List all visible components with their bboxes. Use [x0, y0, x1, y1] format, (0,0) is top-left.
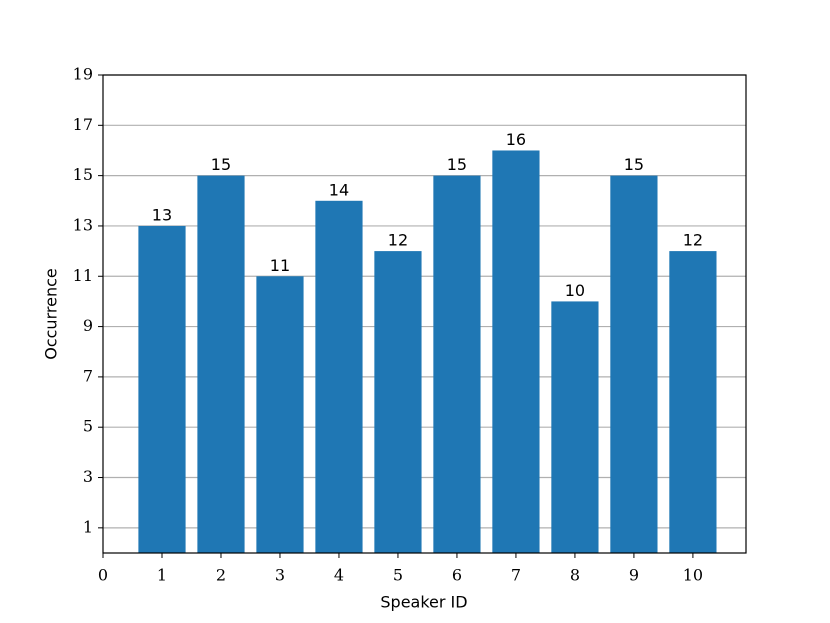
y-tick-label: 17 [73, 115, 93, 134]
data-label: 12 [388, 231, 408, 250]
bar [669, 251, 717, 553]
y-tick-label: 19 [73, 65, 93, 84]
bar [610, 175, 658, 553]
x-tick-label: 4 [334, 566, 344, 585]
data-label: 10 [565, 281, 585, 300]
data-label: 11 [270, 256, 290, 275]
x-axis-label: Speaker ID [380, 593, 467, 612]
x-tick-label: 5 [393, 566, 403, 585]
x-tick-label: 2 [216, 566, 226, 585]
plot-frame [102, 74, 747, 554]
y-tick-label: 9 [83, 316, 93, 335]
y-tick-label: 13 [73, 215, 93, 234]
y-tick-label: 11 [73, 266, 93, 285]
data-label: 12 [683, 231, 703, 250]
x-tick-label: 7 [511, 566, 521, 585]
x-tick-label: 0 [98, 566, 108, 585]
bar [138, 225, 186, 553]
x-tick-label: 10 [683, 566, 703, 585]
bar [374, 251, 422, 553]
y-tick-label: 7 [83, 366, 93, 385]
y-tick-label: 5 [83, 417, 93, 436]
data-label: 15 [624, 155, 644, 174]
bar [551, 301, 599, 553]
x-tick-label: 8 [570, 566, 580, 585]
bar [197, 175, 245, 553]
y-tick-label: 1 [83, 517, 93, 536]
data-label: 13 [152, 205, 172, 224]
y-tick-label: 15 [73, 165, 93, 184]
x-tick-label: 9 [629, 566, 639, 585]
x-tick-label: 3 [275, 566, 285, 585]
bar [256, 276, 304, 553]
y-axis-label: Occurrence [42, 268, 61, 359]
x-tick-label: 1 [157, 566, 167, 585]
data-label: 16 [506, 130, 526, 149]
bar [492, 150, 540, 553]
data-label: 14 [329, 180, 349, 199]
bar [433, 175, 481, 553]
bar [315, 200, 363, 553]
data-label: 15 [211, 155, 231, 174]
data-label: 15 [447, 155, 467, 174]
y-tick-label: 3 [83, 467, 93, 486]
x-tick-label: 6 [452, 566, 462, 585]
